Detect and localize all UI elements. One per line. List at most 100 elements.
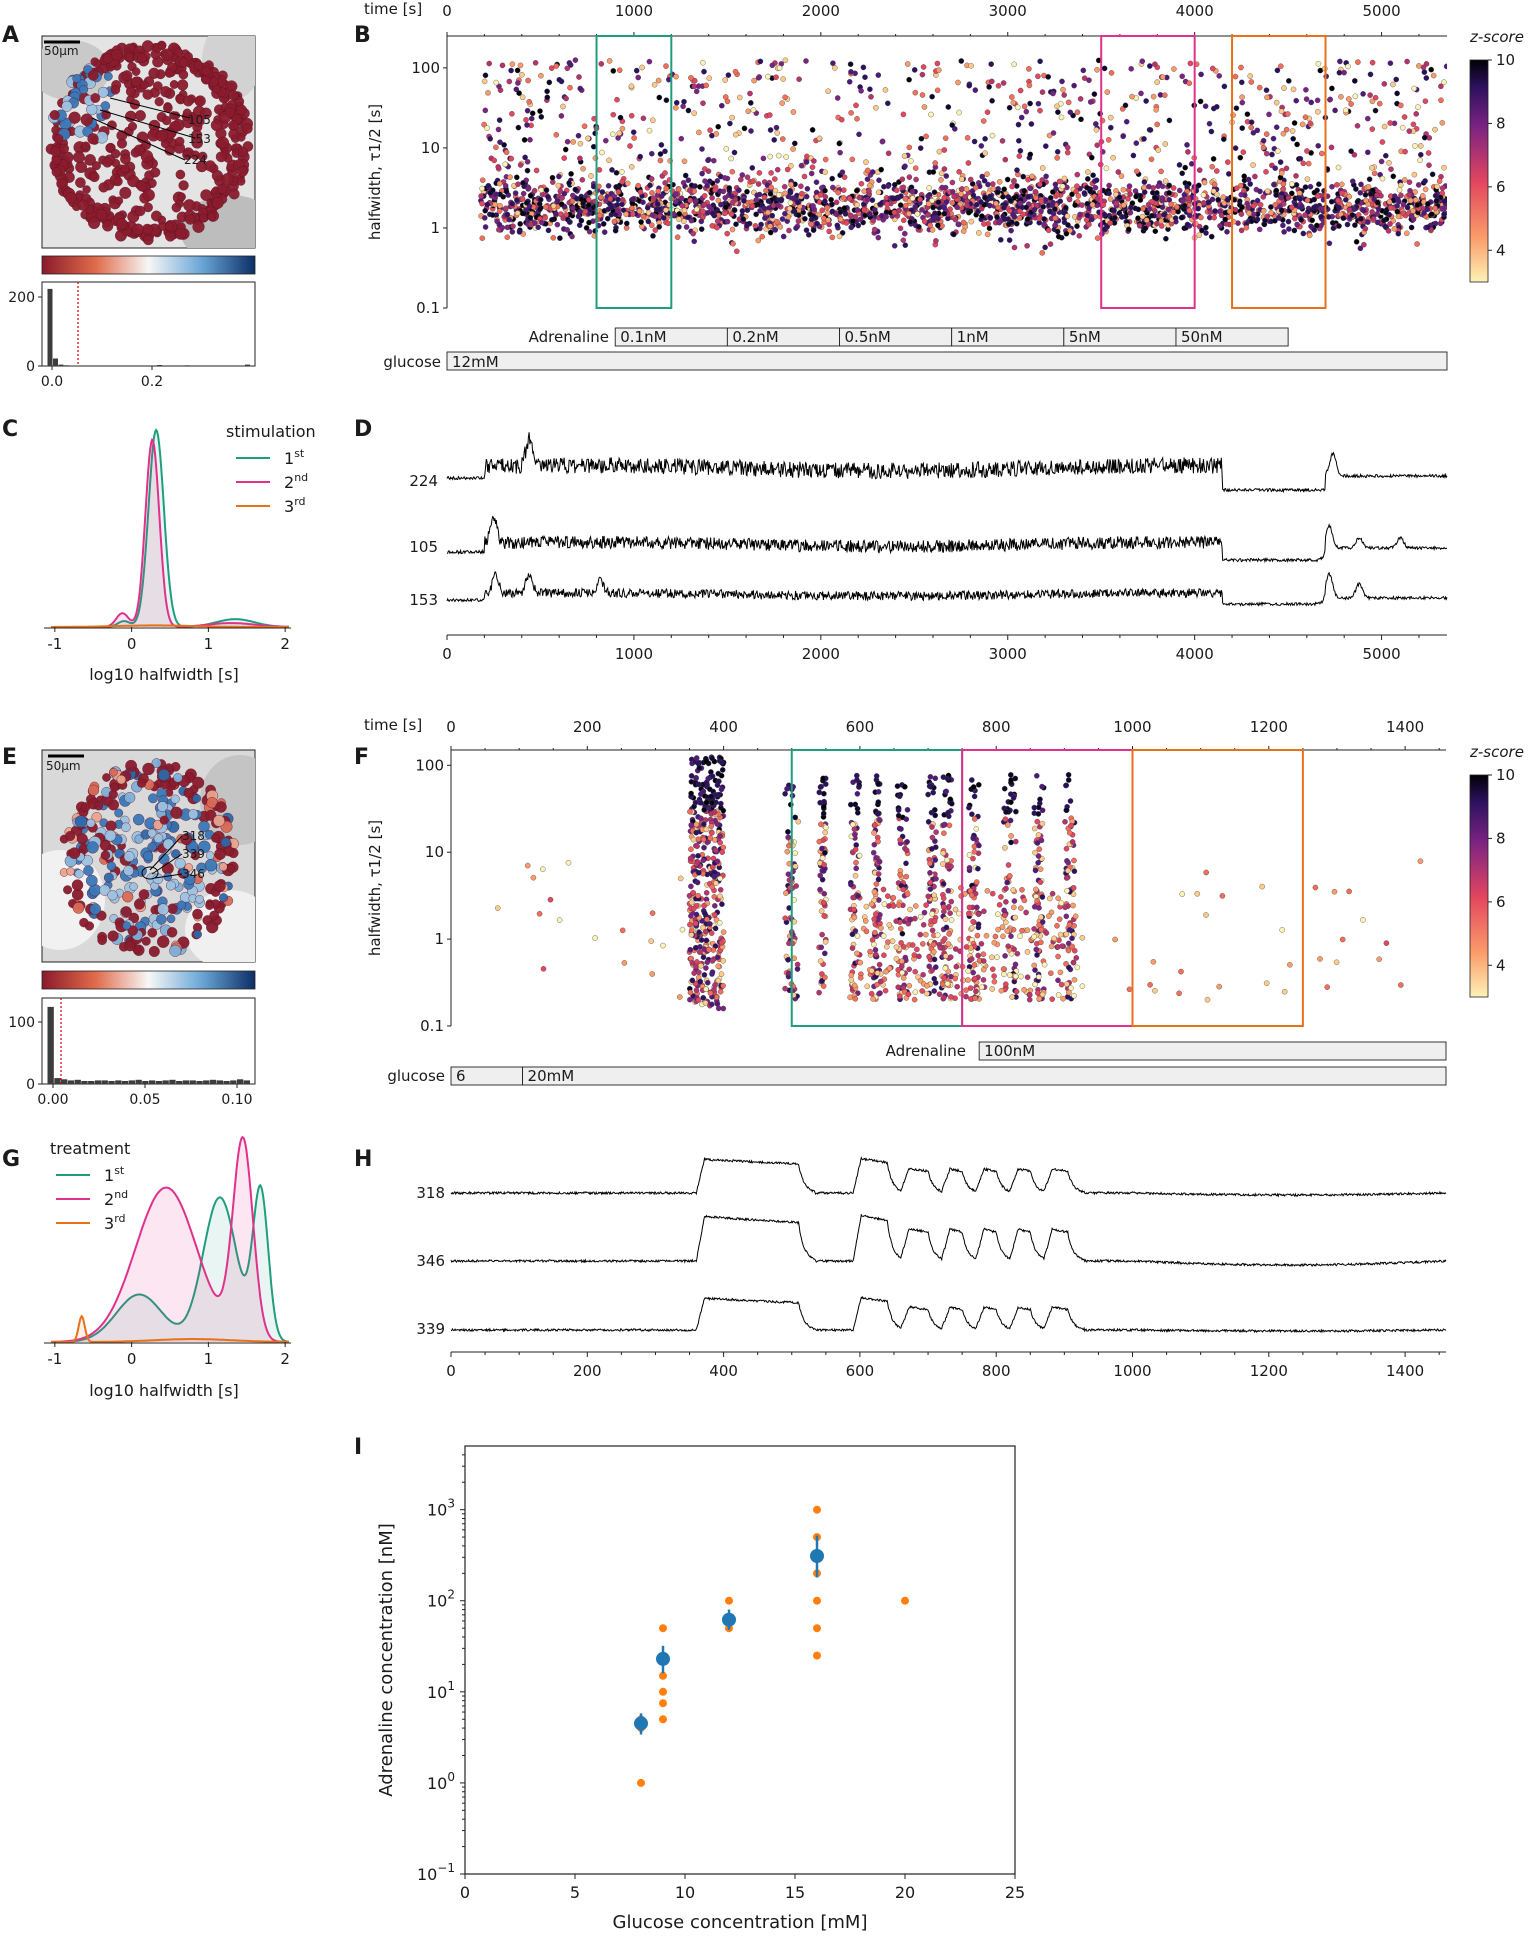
- hist-bar: [115, 1080, 122, 1084]
- panel-b-event-point: [558, 201, 565, 207]
- panel-f-event-point: [848, 881, 854, 888]
- panel-b-event-point: [581, 123, 588, 129]
- panel-b-event-point: [1250, 203, 1257, 209]
- hist-bar: [209, 1079, 217, 1084]
- panel-b-event-point: [1386, 199, 1393, 205]
- panel-b-event-point: [1215, 196, 1221, 203]
- panel-b-event-point: [829, 208, 836, 215]
- panel-b-event-point: [614, 207, 621, 214]
- panel-b-event-point: [921, 104, 928, 110]
- panel-b-event-point: [1387, 60, 1394, 66]
- panel-b-event-point: [956, 169, 962, 175]
- panel-b-event-point: [907, 219, 914, 225]
- panel-b-event-point: [867, 86, 873, 92]
- panel-b-event-point: [691, 238, 697, 245]
- panel-b-event-point: [1423, 75, 1430, 81]
- cell-roi: [115, 218, 128, 231]
- panel-b-event-point: [1421, 134, 1428, 141]
- panel-b-event-point: [544, 94, 551, 101]
- panel-b-event-point: [1353, 239, 1360, 245]
- cell-roi: [77, 199, 89, 211]
- panel-b-event-point: [1208, 233, 1215, 240]
- panel-b-event-point: [623, 211, 629, 217]
- panel-b-event-point: [1243, 224, 1250, 231]
- panel-f-event-point: [719, 849, 725, 855]
- panel-f-event-point: [1204, 996, 1211, 1003]
- panel-b-event-point: [1369, 126, 1376, 132]
- panel-b-event-point: [635, 74, 641, 81]
- cell-roi: [87, 70, 99, 81]
- panel-b-event-point: [504, 211, 511, 218]
- panel-b-event-point: [1138, 90, 1144, 97]
- cell-roi: [86, 841, 99, 854]
- panel-b-event-point: [931, 189, 938, 195]
- panel-b-event-point: [936, 67, 942, 73]
- panel-b-ytick-label: 10: [421, 139, 440, 157]
- panel-b-event-point: [678, 135, 685, 142]
- panel-b-event-point: [900, 184, 907, 191]
- panel-b-event-point: [729, 193, 735, 200]
- panel-b-event-point: [1141, 136, 1147, 142]
- panel-f-event-point: [677, 994, 683, 1000]
- panel-f-event-point: [848, 977, 855, 983]
- panel-f-event-point: [1203, 869, 1209, 876]
- panel-letter-h: H: [354, 1147, 372, 1172]
- panel-b-event-point: [765, 73, 771, 80]
- panel-b-event-point: [750, 178, 756, 185]
- cell-roi: [192, 776, 205, 789]
- panel-b-event-point: [1330, 225, 1337, 231]
- panel-b-event-point: [824, 204, 830, 211]
- cell-roi: [59, 143, 69, 154]
- panel-b-event-point: [734, 248, 740, 255]
- panel-e-cell-label-318: 318: [182, 829, 205, 843]
- panel-f-xtick-label: 400: [709, 718, 738, 736]
- panel-b-event-point: [857, 216, 864, 223]
- panel-b-event-point: [1165, 206, 1172, 213]
- panel-b-event-point: [1093, 177, 1100, 183]
- panel-b-event-point: [1196, 182, 1202, 189]
- cell-roi: [74, 869, 84, 879]
- panel-b-event-point: [941, 147, 948, 153]
- panel-f-event-point: [782, 915, 788, 921]
- panel-e-histogram: 100 0 0.00 0.05 0.10: [8, 997, 256, 1108]
- panel-b-event-point: [1039, 250, 1045, 256]
- panel-b-event-point: [1087, 188, 1093, 194]
- panel-b-event-point: [1020, 211, 1026, 218]
- cell-roi: [200, 107, 212, 120]
- cell-roi: [105, 820, 117, 832]
- panel-f-event-point: [703, 937, 710, 944]
- panel-b-event-point: [1052, 222, 1058, 228]
- panel-b-event-point: [749, 165, 756, 171]
- panel-b-event-point: [1011, 178, 1017, 185]
- panel-b-event-point: [647, 182, 653, 189]
- panel-b-event-point: [1362, 225, 1369, 232]
- cell-roi: [171, 202, 182, 213]
- panel-a-cell-label-153: 153: [188, 132, 211, 146]
- cell-roi: [72, 74, 82, 83]
- panel-b-event-point: [566, 60, 573, 66]
- panel-b-event-point: [543, 187, 550, 193]
- panel-a-hist-xtick-0.2: 0.2: [141, 374, 163, 390]
- panel-b-event-point: [1369, 98, 1376, 105]
- panel-b-event-point: [967, 176, 974, 183]
- panel-b-adrenaline-step-label: 1nM: [957, 328, 989, 346]
- panel-f-event-point: [1312, 884, 1319, 891]
- panel-b-event-point: [839, 230, 846, 236]
- panel-b-event-point: [1400, 210, 1406, 216]
- panel-b-event-point: [630, 196, 636, 202]
- panel-b-event-point: [599, 149, 605, 156]
- panel-b-event-point: [1093, 121, 1099, 127]
- cell-roi: [134, 110, 146, 122]
- panel-b-event-point: [578, 217, 585, 224]
- panel-f-event-point: [854, 950, 860, 957]
- panel-b-event-point: [649, 222, 655, 228]
- panel-f-event-point: [696, 870, 702, 876]
- panel-b-event-point: [1335, 164, 1342, 171]
- cell-roi: [201, 66, 211, 76]
- panel-f-event-point: [794, 961, 801, 968]
- panel-b-event-point: [1079, 202, 1085, 208]
- panel-f-event-point: [1194, 891, 1201, 897]
- panel-b-event-point: [620, 207, 627, 213]
- panel-f-event-point: [897, 837, 903, 843]
